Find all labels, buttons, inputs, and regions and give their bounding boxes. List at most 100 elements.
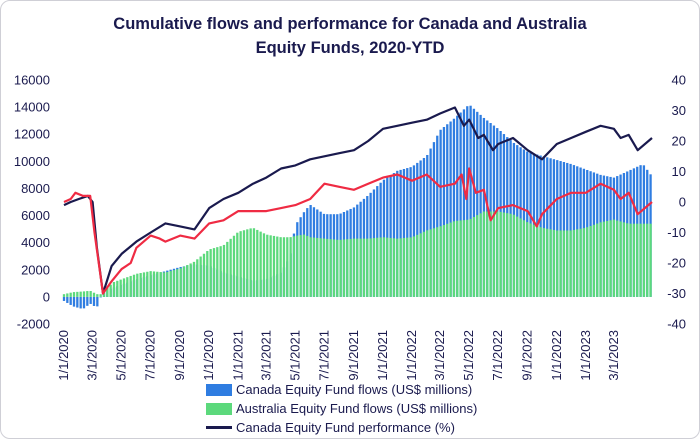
y-right-tick-label: 0 — [679, 195, 686, 210]
australia-flow-bar — [142, 272, 146, 297]
australia-flow-bar — [216, 247, 219, 297]
australia-flow-bar — [632, 223, 636, 297]
australia-flow-bar — [409, 237, 412, 297]
canada-flow-bar — [562, 162, 566, 297]
australia-flow-bar — [69, 292, 72, 297]
australia-flow-bar — [336, 239, 339, 297]
australia-flow-bar — [616, 220, 619, 297]
x-tick-label: 3/1/2021 — [258, 330, 273, 380]
canada-flow-bar — [459, 112, 462, 297]
australia-flow-bar — [512, 214, 516, 297]
australia-flow-bar — [99, 294, 102, 297]
australia-flow-bar — [506, 213, 509, 297]
australia-flow-bar — [612, 219, 616, 297]
australia-flow-bar — [502, 212, 506, 297]
australia-flow-bar — [116, 280, 119, 297]
y-right-tick-label: 30 — [672, 103, 686, 118]
canada-performance-line — [63, 106, 653, 295]
australia-flow-bar — [196, 259, 199, 297]
australia-flow-bar — [239, 231, 242, 297]
australia-flow-bar — [379, 237, 382, 297]
canada-flow-bar — [539, 155, 542, 297]
canada-flow-bar — [569, 163, 572, 297]
canada-flow-bar — [392, 173, 396, 297]
australia-performance-line — [63, 167, 653, 295]
australia-flow-bar — [482, 211, 486, 297]
australia-flow-bar — [406, 237, 409, 297]
x-tick-label: 3/1/2023 — [606, 330, 621, 380]
australia-flow-bar — [339, 239, 342, 297]
australia-flow-bar — [332, 239, 336, 297]
australia-flow-bar — [356, 238, 359, 297]
australia-flow-bar — [289, 237, 292, 297]
canada-flow-bar — [409, 167, 412, 297]
canada-flow-bar — [489, 123, 492, 297]
legend-label-canada-flows: Canada Equity Fund flows (US$ millions) — [236, 381, 473, 397]
x-tick-label: 3/1/2020 — [85, 330, 100, 380]
australia-flow-bar — [486, 211, 489, 297]
y-right-tick-label: 20 — [672, 134, 686, 149]
australia-flow-bar — [376, 237, 379, 297]
canada-flow-bar — [69, 296, 72, 305]
australia-flow-bar — [466, 219, 469, 297]
australia-flow-bar — [86, 291, 89, 297]
australia-flow-bar — [292, 236, 296, 297]
y-left-tick-label: -2000 — [17, 317, 50, 332]
canada-flow-bar — [439, 129, 442, 297]
australia-flow-bar — [416, 234, 419, 297]
canada-flow-bar — [479, 114, 482, 297]
australia-flow-bar — [372, 238, 376, 297]
australia-flow-bar — [179, 268, 182, 297]
australia-flow-bar — [402, 237, 406, 297]
canada-flow-bar — [406, 168, 409, 297]
australia-flow-bar — [646, 223, 649, 297]
australia-flow-bar — [76, 291, 79, 297]
australia-flow-bar — [162, 272, 166, 297]
australia-flow-bar — [422, 231, 426, 297]
x-tick-label: 11/1/2021 — [375, 330, 390, 380]
x-tick-label: 9/1/2020 — [172, 330, 187, 380]
australia-flow-bar — [519, 218, 522, 297]
legend-item-canada-flows: Canada Equity Fund flows (US$ millions) — [206, 380, 566, 399]
australia-flow-bar — [112, 281, 116, 297]
australia-flow-bar — [72, 292, 76, 297]
australia-flow-bar — [136, 273, 139, 297]
australia-flow-bar — [269, 235, 272, 297]
canada-flow-bar — [549, 158, 552, 297]
chart-legend: Canada Equity Fund flows (US$ millions) … — [206, 380, 566, 437]
australia-flow-bar — [159, 272, 162, 297]
australia-flow-bar — [319, 238, 322, 297]
canada-flow-bar — [96, 296, 99, 307]
australia-flow-bar — [186, 265, 189, 297]
australia-flow-bar — [392, 238, 396, 297]
australia-flow-bar — [496, 211, 499, 297]
australia-flow-bar — [606, 220, 609, 297]
canada-flow-bar — [442, 127, 446, 297]
australia-flow-bar — [166, 271, 169, 297]
australia-flow-bar — [582, 228, 586, 297]
australia-flow-bar — [272, 235, 276, 297]
australia-flow-bar — [559, 230, 562, 297]
australia-flow-bar — [279, 237, 282, 297]
australia-flow-bar — [609, 220, 612, 297]
australia-flow-bar — [212, 248, 216, 297]
canada-flow-bar — [482, 117, 486, 297]
australia-flow-bar — [399, 238, 402, 297]
australia-flow-bar — [369, 238, 372, 297]
australia-flow-bar — [62, 294, 66, 297]
australia-flow-bar — [122, 278, 126, 297]
x-tick-label: 5/1/2021 — [287, 330, 302, 380]
chart-svg: -2000 0 2000 4000 6000 8000 10000 12000 14000 160… — [14, 73, 686, 381]
australia-flow-bar — [282, 237, 286, 297]
australia-flow-bar — [619, 221, 622, 297]
legend-swatch-canada-performance — [206, 426, 232, 429]
legend-item-canada-performance: Canada Equity Fund performance (%) — [206, 418, 566, 437]
australia-flow-bar — [199, 256, 202, 297]
canada-flow-bar — [556, 160, 559, 297]
legend-label-canada-performance: Canada Equity Fund performance (%) — [236, 419, 455, 435]
australia-flow-bar — [529, 223, 532, 297]
canada-flow-bar — [89, 296, 92, 304]
australia-flow-bar — [176, 269, 179, 297]
australia-flow-bar — [119, 279, 122, 297]
y-left-tick-label: 0 — [43, 289, 50, 304]
